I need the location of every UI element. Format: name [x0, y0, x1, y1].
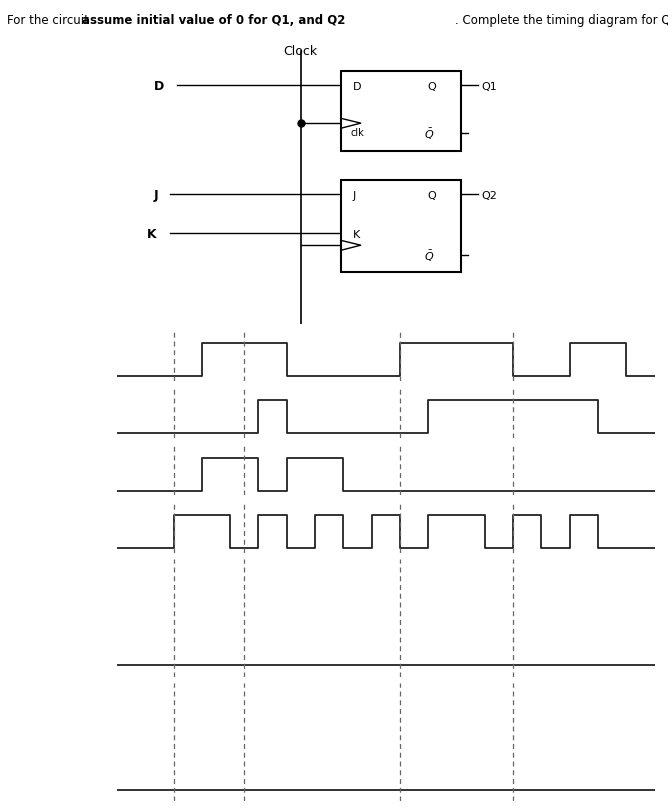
Text: assume initial value of 0 for Q1, and Q2: assume initial value of 0 for Q1, and Q2 [82, 14, 345, 27]
Text: D: D [154, 80, 164, 93]
Text: $\bar{Q}$: $\bar{Q}$ [424, 248, 434, 264]
Bar [341, 180, 461, 272]
Bar [341, 71, 461, 151]
Text: D: D [353, 82, 361, 91]
Text: Q1: Q1 [481, 82, 497, 91]
Text: Clock: Clock [283, 45, 318, 58]
Text: J: J [154, 189, 158, 202]
Text: Q2: Q2 [481, 191, 497, 201]
Text: . Complete the timing diagram for Q1and Q2.: . Complete the timing diagram for Q1and … [455, 14, 668, 27]
Text: $\bar{Q}$: $\bar{Q}$ [424, 126, 434, 142]
Text: K: K [353, 230, 360, 239]
Text: Q: Q [428, 82, 436, 91]
Text: K: K [147, 228, 156, 241]
Text: clk: clk [351, 128, 365, 138]
Text: For the circuit: For the circuit [7, 14, 92, 27]
Text: Q: Q [428, 191, 436, 201]
Text: J: J [353, 191, 356, 201]
